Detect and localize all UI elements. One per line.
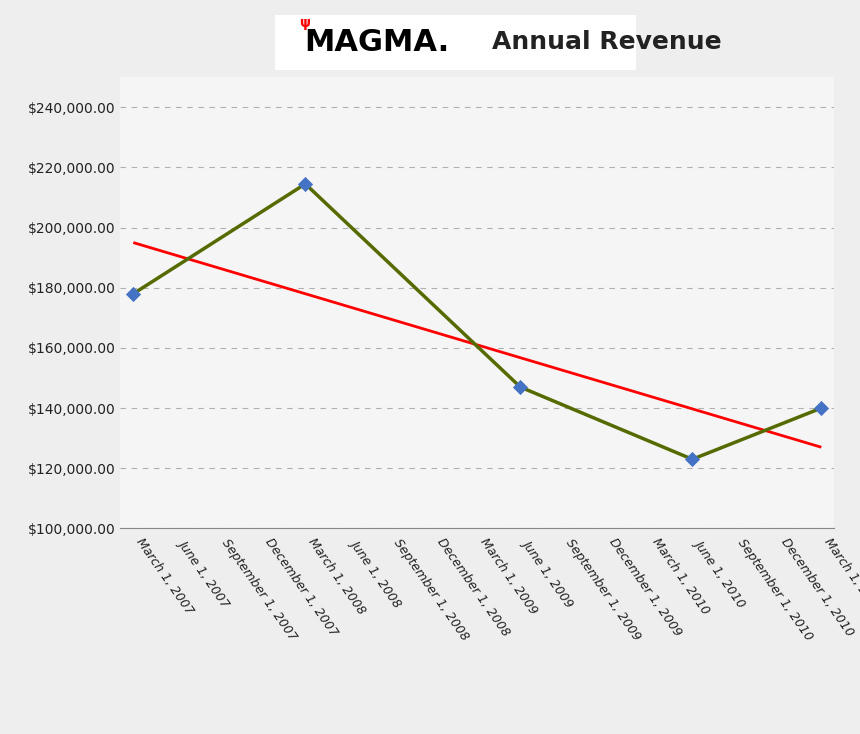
Text: MAGMA.: MAGMA.	[304, 28, 449, 57]
Text: ψ: ψ	[298, 16, 310, 30]
Point	[685, 454, 699, 465]
Text: Annual Revenue: Annual Revenue	[492, 30, 722, 54]
Point	[814, 402, 828, 414]
Point	[126, 288, 140, 299]
Point	[513, 381, 527, 393]
Point	[298, 178, 312, 190]
